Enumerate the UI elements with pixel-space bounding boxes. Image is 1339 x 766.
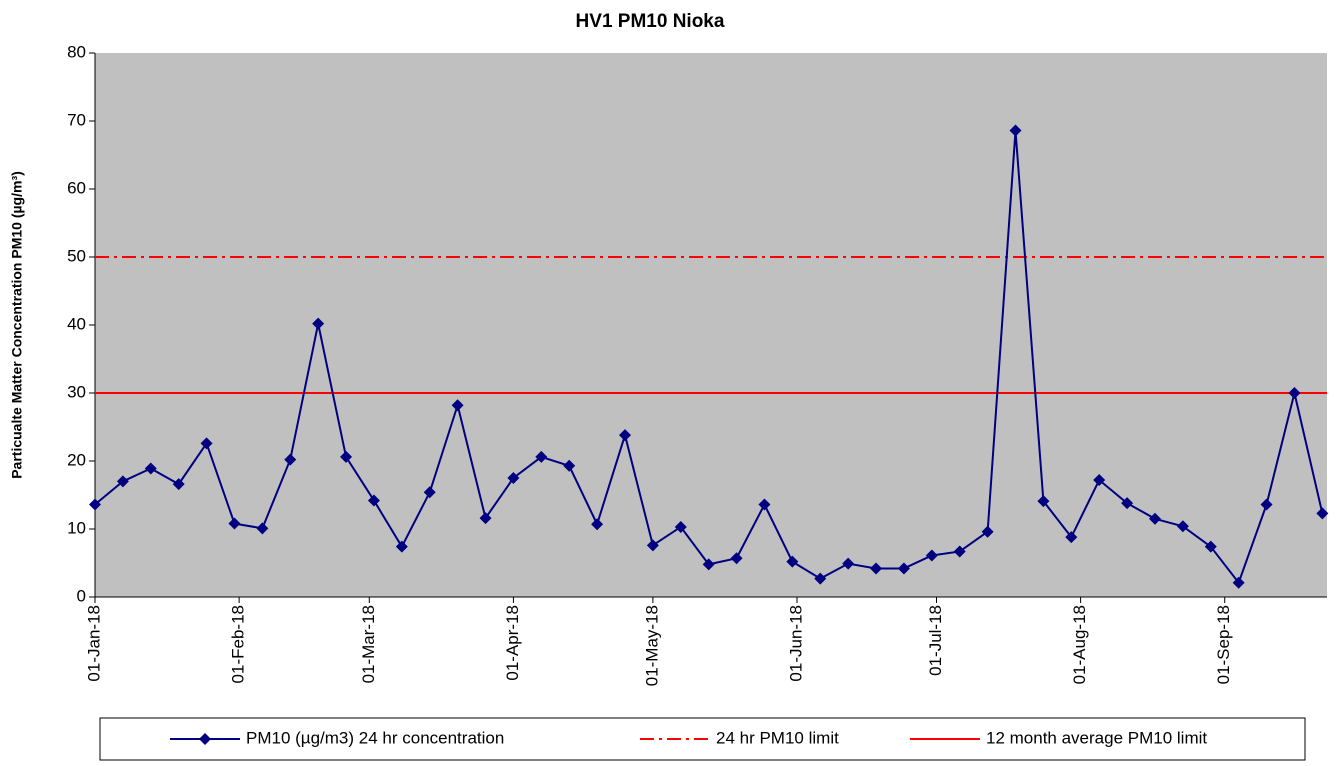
- data-point: [1316, 507, 1329, 520]
- plot-area: [95, 53, 1327, 597]
- y-tick-label: 70: [67, 110, 86, 129]
- x-tick-label: 01-Sep-18: [1214, 605, 1233, 684]
- legend-label: 12 month average PM10 limit: [986, 728, 1207, 747]
- data-point: [451, 399, 464, 412]
- x-tick-label: 01-Mar-18: [359, 605, 378, 683]
- data-point: [591, 518, 604, 531]
- data-point: [618, 429, 631, 442]
- data-point: [200, 437, 213, 450]
- data-point: [479, 512, 492, 525]
- data-point: [312, 317, 325, 330]
- legend-label: 24 hr PM10 limit: [716, 728, 839, 747]
- data-point: [1148, 512, 1161, 525]
- data-point: [1288, 387, 1301, 399]
- chart-title: HV1 PM10 Nioka: [576, 11, 725, 32]
- y-tick-label: 50: [67, 246, 86, 265]
- data-point: [284, 453, 297, 466]
- data-point: [116, 475, 129, 488]
- data-point: [1065, 531, 1078, 544]
- legend: PM10 (µg/m3) 24 hr concentration 24 hr PM…: [99, 717, 1306, 761]
- data-point: [1037, 495, 1050, 508]
- x-tick-label: 01-Jun-18: [786, 605, 805, 682]
- data-point: [1176, 520, 1189, 533]
- data-point: [897, 562, 910, 575]
- data-point: [981, 525, 994, 538]
- data-point: [1093, 474, 1106, 487]
- legend-label: PM10 (µg/m3) 24 hr concentration: [246, 728, 504, 747]
- y-tick-label: 40: [67, 314, 86, 333]
- data-point: [1204, 540, 1217, 553]
- data-point: [730, 552, 743, 565]
- data-point: [925, 549, 938, 562]
- data-point: [228, 517, 241, 530]
- data-point: [646, 539, 659, 552]
- x-tick-label: 01-Apr-18: [503, 605, 522, 681]
- x-tick-label: 01-Jan-18: [84, 605, 103, 682]
- data-point: [535, 450, 548, 463]
- data-point: [953, 545, 966, 558]
- data-point: [758, 498, 771, 511]
- data-point: [1260, 498, 1273, 511]
- y-tick-label: 0: [77, 586, 86, 605]
- y-axis-label: Particualte Matter Concentration PM10 (µ…: [9, 171, 25, 479]
- data-point: [256, 522, 269, 535]
- data-point: [89, 498, 101, 511]
- x-tick-label: 01-Jul-18: [926, 605, 945, 676]
- data-point: [423, 486, 436, 499]
- data-point: [1232, 576, 1245, 589]
- x-tick-label: 01-Feb-18: [229, 605, 248, 683]
- data-point: [1121, 497, 1134, 510]
- data-point: [563, 459, 576, 472]
- data-point: [842, 557, 855, 570]
- data-point: [340, 450, 353, 463]
- data-point: [786, 555, 799, 568]
- x-tick-label: 01-Aug-18: [1070, 605, 1089, 684]
- data-point: [674, 520, 687, 533]
- data-point: [702, 558, 715, 571]
- data-point: [870, 562, 883, 575]
- y-tick-label: 30: [67, 382, 86, 401]
- y-tick-label: 20: [67, 450, 86, 469]
- x-tick-label: 01-May-18: [642, 605, 661, 686]
- data-point: [814, 572, 827, 585]
- legend-marker: [199, 733, 211, 745]
- data-point: [172, 478, 185, 491]
- y-tick-label: 80: [67, 42, 86, 61]
- y-tick-label: 10: [67, 518, 86, 537]
- data-point: [367, 494, 380, 507]
- data-point: [1009, 124, 1022, 137]
- data-point: [507, 472, 520, 484]
- y-tick-label: 60: [67, 178, 86, 197]
- data-point: [395, 540, 408, 553]
- data-point: [144, 462, 157, 475]
